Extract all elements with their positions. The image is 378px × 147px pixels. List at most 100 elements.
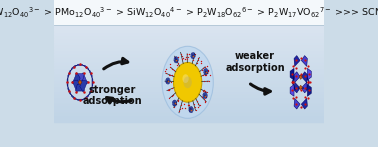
- Bar: [54, 91, 324, 93]
- Bar: [54, 104, 324, 105]
- Polygon shape: [191, 56, 193, 59]
- Polygon shape: [292, 75, 295, 84]
- Ellipse shape: [183, 76, 192, 88]
- Polygon shape: [301, 72, 307, 82]
- Bar: [54, 50, 324, 52]
- Bar: [54, 111, 324, 113]
- Polygon shape: [167, 78, 170, 81]
- Bar: [54, 82, 324, 84]
- Polygon shape: [174, 103, 176, 106]
- Polygon shape: [83, 95, 89, 99]
- Bar: [54, 121, 324, 122]
- Polygon shape: [294, 98, 300, 109]
- Bar: [54, 75, 324, 76]
- Polygon shape: [191, 53, 193, 56]
- Polygon shape: [191, 110, 193, 113]
- Polygon shape: [167, 81, 170, 84]
- Polygon shape: [301, 82, 307, 93]
- Polygon shape: [204, 96, 207, 99]
- Bar: [54, 96, 324, 98]
- Bar: [54, 117, 324, 119]
- Polygon shape: [83, 65, 89, 70]
- Polygon shape: [306, 75, 309, 84]
- Polygon shape: [68, 87, 71, 95]
- Polygon shape: [67, 78, 68, 87]
- Bar: [54, 23, 324, 24]
- Polygon shape: [205, 72, 208, 75]
- Bar: [54, 43, 324, 44]
- Bar: [54, 66, 324, 67]
- FancyBboxPatch shape: [54, 0, 324, 25]
- Polygon shape: [89, 70, 92, 78]
- Polygon shape: [299, 75, 302, 79]
- Bar: [54, 11, 324, 12]
- Bar: [54, 64, 324, 66]
- Polygon shape: [307, 85, 311, 96]
- Polygon shape: [294, 72, 300, 82]
- Bar: [54, 1, 324, 3]
- Polygon shape: [175, 102, 177, 105]
- Polygon shape: [77, 99, 84, 100]
- Polygon shape: [166, 78, 168, 81]
- Polygon shape: [306, 80, 309, 90]
- Polygon shape: [290, 85, 294, 96]
- Polygon shape: [174, 57, 176, 60]
- Bar: [54, 47, 324, 49]
- Bar: [54, 41, 324, 43]
- Polygon shape: [176, 58, 178, 61]
- Bar: [54, 55, 324, 56]
- Polygon shape: [166, 81, 168, 84]
- Polygon shape: [172, 103, 175, 106]
- Ellipse shape: [174, 62, 202, 102]
- Bar: [54, 34, 324, 35]
- Bar: [54, 9, 324, 11]
- Polygon shape: [71, 65, 77, 70]
- Bar: [54, 26, 324, 27]
- Bar: [54, 62, 324, 64]
- Bar: [54, 32, 324, 34]
- Polygon shape: [205, 94, 207, 97]
- Polygon shape: [72, 80, 80, 92]
- Bar: [54, 114, 324, 116]
- Bar: [54, 119, 324, 121]
- Polygon shape: [189, 107, 191, 110]
- Polygon shape: [176, 60, 178, 63]
- Polygon shape: [71, 95, 77, 99]
- Polygon shape: [192, 52, 195, 56]
- Polygon shape: [203, 96, 205, 98]
- Ellipse shape: [183, 74, 189, 83]
- Bar: [54, 85, 324, 87]
- Polygon shape: [294, 56, 300, 66]
- Bar: [54, 88, 324, 90]
- Polygon shape: [294, 82, 300, 93]
- Polygon shape: [76, 74, 84, 80]
- Polygon shape: [301, 56, 307, 66]
- Bar: [54, 60, 324, 61]
- Polygon shape: [292, 80, 295, 90]
- Bar: [54, 27, 324, 29]
- Polygon shape: [301, 98, 307, 109]
- Polygon shape: [176, 57, 178, 60]
- Polygon shape: [204, 92, 207, 96]
- Bar: [54, 98, 324, 99]
- Bar: [54, 29, 324, 31]
- Text: weaker
adsorption: weaker adsorption: [225, 51, 285, 72]
- Ellipse shape: [162, 46, 213, 118]
- Bar: [54, 21, 324, 23]
- Polygon shape: [174, 100, 176, 103]
- Polygon shape: [92, 78, 93, 87]
- Polygon shape: [205, 68, 208, 72]
- Polygon shape: [76, 84, 84, 91]
- Bar: [54, 95, 324, 96]
- Polygon shape: [299, 85, 302, 90]
- Polygon shape: [189, 110, 191, 113]
- Polygon shape: [307, 68, 311, 80]
- Bar: [54, 37, 324, 38]
- Polygon shape: [191, 108, 194, 111]
- Bar: [54, 99, 324, 101]
- Polygon shape: [78, 80, 82, 85]
- Bar: [54, 90, 324, 91]
- Bar: [54, 0, 324, 1]
- Polygon shape: [172, 100, 175, 103]
- Bar: [54, 24, 324, 26]
